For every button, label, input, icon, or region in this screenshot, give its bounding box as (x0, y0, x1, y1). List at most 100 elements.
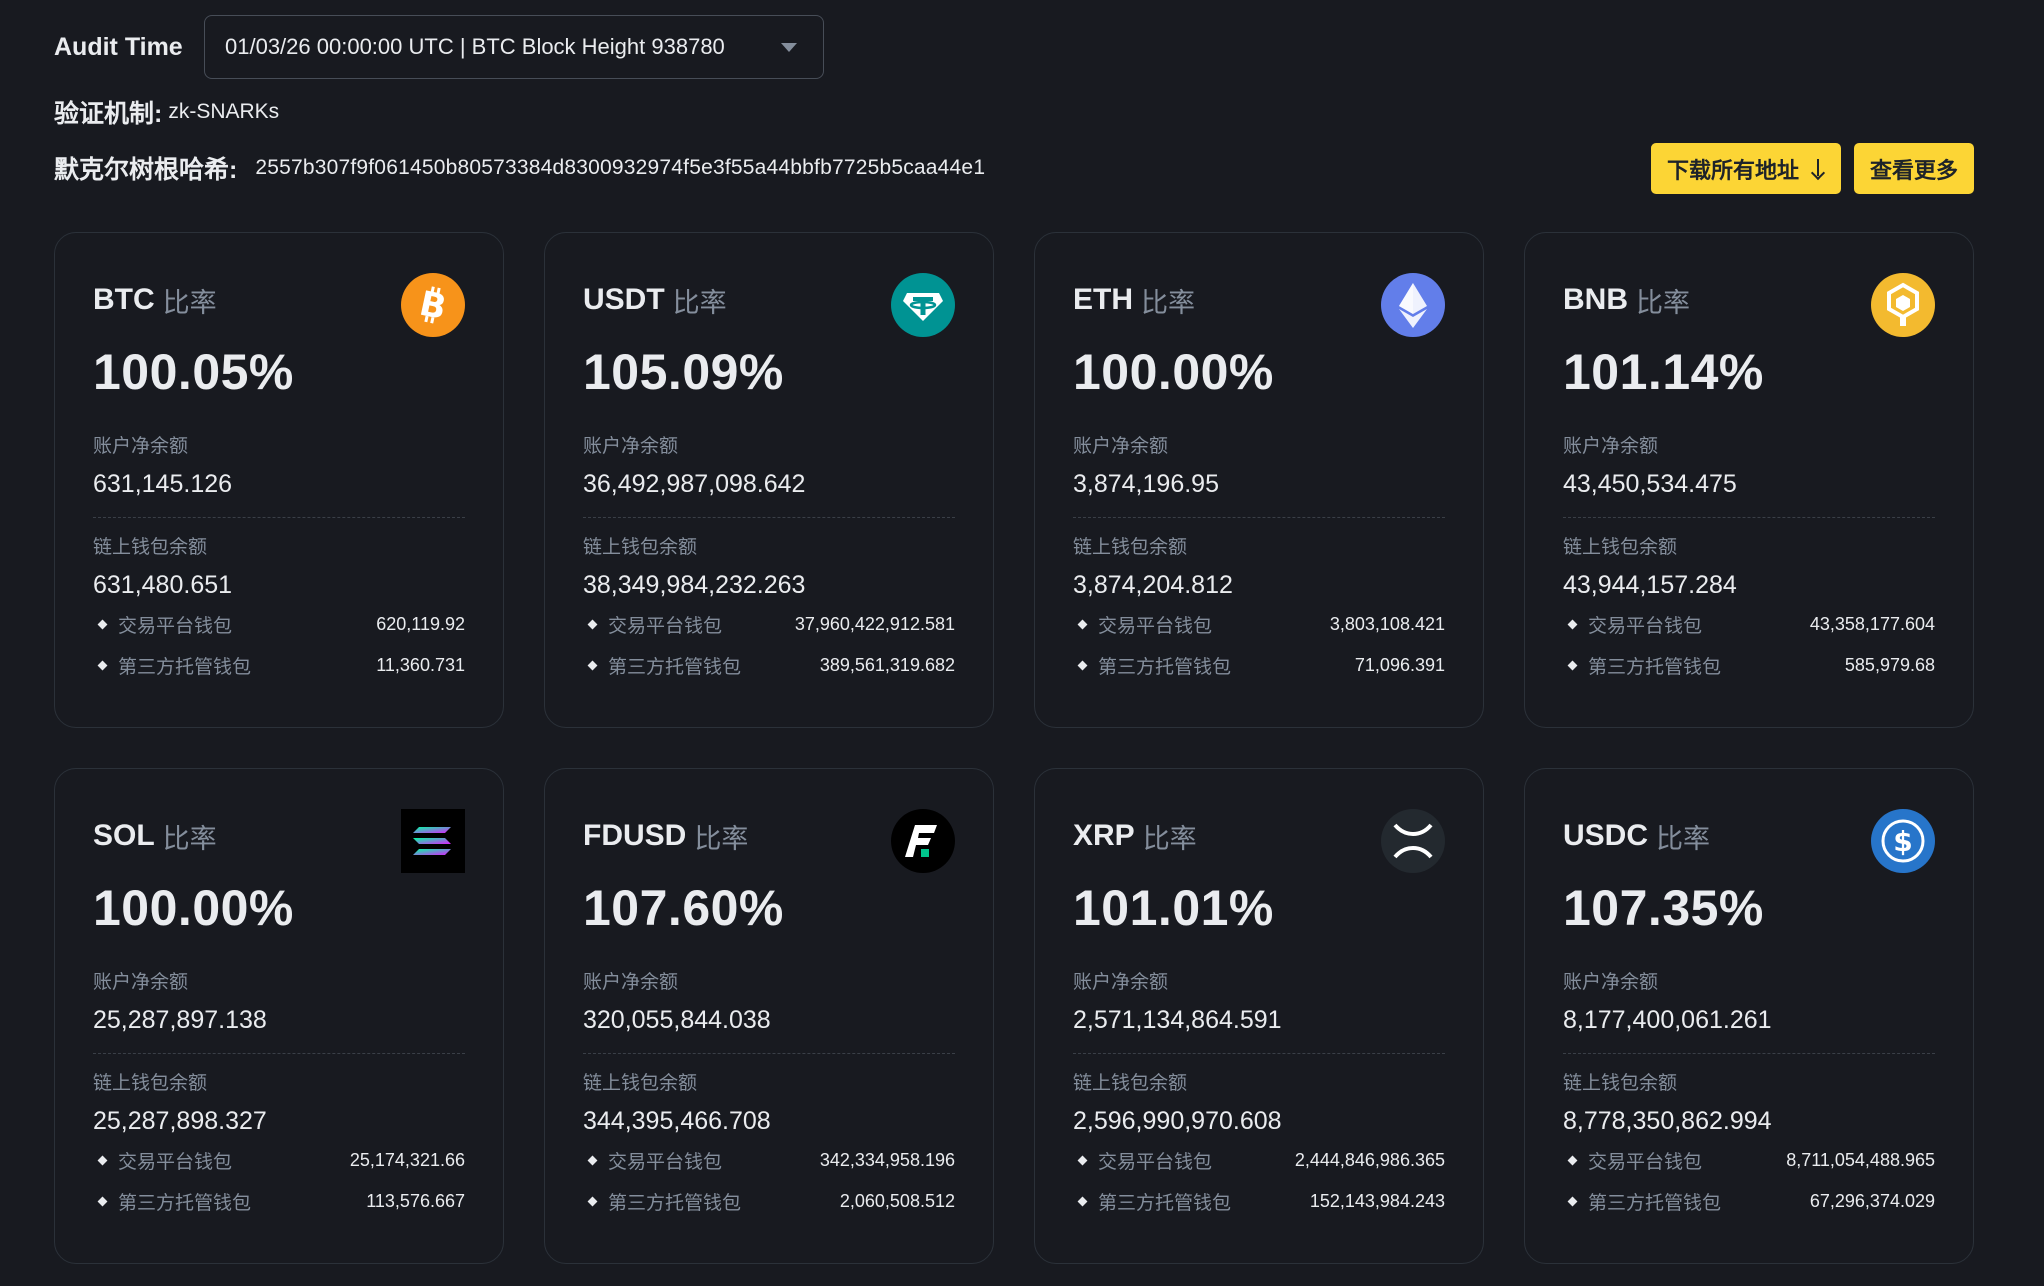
exchange-wallet-value: 3,803,108.421 (1329, 613, 1445, 634)
custody-wallet-row: 第三方托管钱包 113,576.667 (93, 1187, 465, 1215)
card-header: XRP 比率 (1073, 807, 1445, 865)
bullet-diamond-icon (587, 1155, 598, 1165)
bullet-diamond-icon (97, 1196, 108, 1206)
reserve-cards-grid: BTC 比率 B 100.05% 账户净余额 631,145.126 链上钱包余… (54, 232, 1974, 1264)
usdc-icon: $ (1871, 809, 1935, 873)
custody-wallet-value: 67,296,374.029 (1809, 1190, 1935, 1211)
chain-balance-value: 43,944,157.284 (1563, 571, 1737, 599)
ratio-label: 比率 (1142, 823, 1197, 854)
card-header: BTC 比率 (93, 271, 465, 329)
exchange-wallet-label: 交易平台钱包 (118, 615, 233, 637)
bnb-icon (1871, 273, 1935, 337)
reserve-card-fdusd: FDUSD 比率 107.60% 账户净余额 320,055,844.038 链… (544, 768, 994, 1264)
audit-time-label: Audit Time (54, 32, 183, 61)
chain-balance-label: 链上钱包余额 (583, 537, 698, 558)
custody-wallet-row: 第三方托管钱包 71,096.391 (1073, 651, 1445, 679)
net-balance-value: 3,874,196.95 (1073, 470, 1219, 498)
net-balance-value: 320,055,844.038 (583, 1006, 771, 1034)
custody-wallet-value: 11,360.731 (376, 654, 465, 675)
coin-symbol: ETH (1073, 283, 1133, 316)
exchange-wallet-value: 2,444,846,986.365 (1294, 1149, 1445, 1170)
chevron-down-icon (781, 42, 797, 52)
view-more-button[interactable]: 查看更多 (1853, 143, 1974, 194)
divider (1073, 1053, 1445, 1054)
exchange-wallet-label: 交易平台钱包 (1098, 1151, 1213, 1173)
coin-symbol: XRP (1073, 819, 1135, 852)
reserve-ratio: 101.01% (1073, 880, 1274, 936)
reserve-ratio: 105.09% (583, 344, 784, 400)
net-balance-value: 36,492,987,098.642 (583, 470, 806, 498)
custody-wallet-row: 第三方托管钱包 152,143,984.243 (1073, 1187, 1445, 1215)
custody-wallet-label: 第三方托管钱包 (1098, 656, 1232, 678)
exchange-wallet-row: 交易平台钱包 37,960,422,912.581 (583, 610, 955, 638)
chain-balance-value: 38,349,984,232.263 (583, 571, 806, 599)
reserve-ratio: 100.05% (93, 344, 294, 400)
svg-text:$: $ (1893, 825, 1912, 858)
download-addresses-button[interactable]: 下载所有地址 (1650, 143, 1841, 194)
reserve-ratio: 100.00% (1073, 344, 1274, 400)
view-more-label: 查看更多 (1869, 157, 1958, 183)
exchange-wallet-value: 8,711,054,488.965 (1786, 1149, 1935, 1170)
exchange-wallet-label: 交易平台钱包 (608, 1151, 723, 1173)
exchange-wallet-label: 交易平台钱包 (608, 615, 723, 637)
chain-balance-label: 链上钱包余额 (1073, 1073, 1188, 1094)
exchange-wallet-value: 342,334,958.196 (819, 1149, 955, 1170)
exchange-wallet-value: 37,960,422,912.581 (794, 613, 955, 634)
exchange-wallet-value: 43,358,177.604 (1809, 613, 1935, 634)
card-header: ETH 比率 (1073, 271, 1445, 329)
reserve-card-usdt: USDT 比率 105.09% 账户净余额 36,492,987,098.642… (544, 232, 994, 728)
reserve-card-btc: BTC 比率 B 100.05% 账户净余额 631,145.126 链上钱包余… (54, 232, 504, 728)
audit-time-select[interactable]: 01/03/26 00:00:00 UTC | BTC Block Height… (204, 15, 824, 79)
audit-time-row: Audit Time 01/03/26 00:00:00 UTC | BTC B… (54, 15, 824, 79)
bullet-diamond-icon (1077, 660, 1088, 670)
custody-wallet-row: 第三方托管钱包 2,060,508.512 (583, 1187, 955, 1215)
reserve-ratio: 107.35% (1563, 880, 1764, 936)
net-balance-label: 账户净余额 (583, 436, 679, 457)
net-balance-label: 账户净余额 (583, 972, 679, 993)
divider (93, 1053, 465, 1054)
reserve-ratio: 107.60% (583, 880, 784, 936)
arrow-down-icon (1811, 158, 1825, 179)
bullet-diamond-icon (587, 619, 598, 629)
exchange-wallet-label: 交易平台钱包 (1588, 615, 1703, 637)
custody-wallet-value: 152,143,984.243 (1309, 1190, 1445, 1211)
exchange-wallet-label: 交易平台钱包 (118, 1151, 233, 1173)
custody-wallet-row: 第三方托管钱包 11,360.731 (93, 651, 465, 679)
chain-balance-value: 25,287,898.327 (93, 1107, 267, 1135)
chain-balance-label: 链上钱包余额 (1563, 1073, 1678, 1094)
coin-symbol: FDUSD (583, 819, 687, 852)
chain-balance-value: 3,874,204.812 (1073, 571, 1233, 599)
custody-wallet-value: 113,576.667 (366, 1190, 465, 1211)
net-balance-label: 账户净余额 (93, 972, 189, 993)
chain-balance-label: 链上钱包余额 (583, 1073, 698, 1094)
audit-time-value: 01/03/26 00:00:00 UTC | BTC Block Height… (225, 34, 725, 59)
custody-wallet-row: 第三方托管钱包 585,979.68 (1563, 651, 1935, 679)
divider (93, 517, 465, 518)
custody-wallet-value: 71,096.391 (1354, 654, 1445, 675)
net-balance-value: 8,177,400,061.261 (1563, 1006, 1772, 1034)
tether-icon (891, 273, 955, 337)
custody-wallet-value: 389,561,319.682 (819, 654, 955, 675)
mechanism-label: 验证机制: (54, 100, 163, 128)
bullet-diamond-icon (1567, 1196, 1578, 1206)
card-header: BNB 比率 (1563, 271, 1935, 329)
chain-balance-label: 链上钱包余额 (1073, 537, 1188, 558)
merkle-root: 默克尔树根哈希: 2557b307f9f061450b80573384d8300… (54, 148, 985, 188)
card-header: USDC 比率 (1563, 807, 1935, 865)
divider (1563, 517, 1935, 518)
bullet-diamond-icon (1077, 1155, 1088, 1165)
fdusd-icon (891, 809, 955, 873)
bullet-diamond-icon (97, 619, 108, 629)
action-buttons: 下载所有地址 查看更多 (1650, 143, 1974, 194)
chain-balance-label: 链上钱包余额 (1563, 537, 1678, 558)
coin-symbol: BNB (1563, 283, 1628, 316)
xrp-icon (1381, 809, 1445, 873)
ratio-label: 比率 (672, 287, 727, 318)
chain-balance-value: 344,395,466.708 (583, 1107, 771, 1135)
exchange-wallet-value: 25,174,321.66 (349, 1149, 465, 1170)
ratio-label: 比率 (1656, 823, 1711, 854)
custody-wallet-row: 第三方托管钱包 67,296,374.029 (1563, 1187, 1935, 1215)
bullet-diamond-icon (1567, 1155, 1578, 1165)
exchange-wallet-row: 交易平台钱包 8,711,054,488.965 (1563, 1146, 1935, 1174)
reserve-card-sol: SOL 比率 100.00% 账户净余额 25,287,897.138 链上钱包… (54, 768, 504, 1264)
